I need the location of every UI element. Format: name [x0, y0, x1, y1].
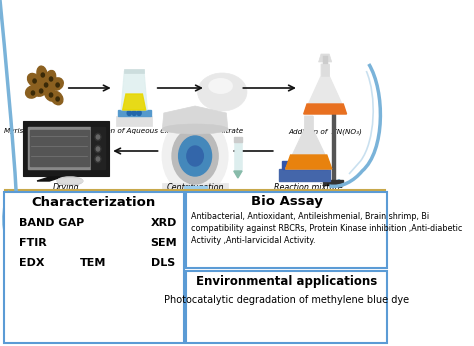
Ellipse shape	[26, 86, 38, 98]
Ellipse shape	[27, 73, 40, 86]
Text: Addition of  ZN(NO₃): Addition of ZN(NO₃)	[288, 128, 362, 135]
Circle shape	[95, 133, 101, 141]
Circle shape	[127, 110, 131, 116]
Circle shape	[33, 79, 36, 83]
Circle shape	[95, 145, 101, 153]
FancyBboxPatch shape	[4, 192, 183, 343]
Text: BAND GAP: BAND GAP	[19, 218, 84, 228]
Ellipse shape	[37, 66, 47, 82]
Polygon shape	[286, 116, 332, 169]
FancyBboxPatch shape	[124, 69, 144, 73]
Circle shape	[96, 157, 100, 161]
Circle shape	[172, 128, 218, 184]
Text: TEM: TEM	[80, 258, 106, 268]
FancyBboxPatch shape	[321, 64, 329, 76]
FancyBboxPatch shape	[23, 121, 109, 176]
FancyBboxPatch shape	[234, 137, 242, 142]
Text: Reaction mixture: Reaction mixture	[274, 183, 343, 192]
Circle shape	[162, 116, 228, 196]
Circle shape	[187, 146, 203, 166]
Circle shape	[45, 83, 48, 87]
Circle shape	[49, 77, 53, 81]
FancyBboxPatch shape	[30, 130, 89, 166]
FancyBboxPatch shape	[332, 113, 335, 181]
Text: FTIR: FTIR	[19, 238, 46, 248]
Polygon shape	[304, 64, 346, 114]
Circle shape	[49, 93, 53, 97]
Circle shape	[56, 97, 59, 101]
Circle shape	[96, 147, 100, 151]
Text: Antibacterial, Antioxidant, Antileishmenial, Brain shrimp, Bi: Antibacterial, Antioxidant, Antileishmen…	[191, 212, 429, 221]
Circle shape	[39, 89, 43, 93]
Text: EDX: EDX	[19, 258, 45, 268]
Polygon shape	[286, 155, 332, 169]
Text: Photocatalytic degradation of methylene blue dye: Photocatalytic degradation of methylene …	[164, 295, 409, 305]
Text: DLS: DLS	[151, 258, 175, 268]
Circle shape	[56, 83, 59, 87]
FancyBboxPatch shape	[305, 116, 313, 129]
Ellipse shape	[57, 176, 83, 185]
Text: Drying: Drying	[53, 183, 79, 192]
Ellipse shape	[40, 76, 50, 92]
Polygon shape	[234, 171, 242, 178]
Ellipse shape	[34, 84, 47, 96]
FancyBboxPatch shape	[28, 127, 90, 169]
Circle shape	[193, 191, 197, 195]
Circle shape	[137, 110, 141, 116]
FancyBboxPatch shape	[186, 192, 387, 268]
FancyBboxPatch shape	[283, 161, 328, 169]
Ellipse shape	[45, 87, 56, 101]
Polygon shape	[319, 54, 332, 62]
Text: Bio Assay: Bio Assay	[251, 195, 322, 208]
Ellipse shape	[162, 124, 228, 134]
FancyBboxPatch shape	[323, 56, 328, 64]
FancyBboxPatch shape	[162, 183, 228, 199]
Text: XRD: XRD	[151, 218, 177, 228]
Ellipse shape	[198, 73, 247, 111]
Ellipse shape	[50, 78, 63, 90]
Polygon shape	[123, 94, 146, 110]
Text: SEM: SEM	[151, 238, 177, 248]
Text: Zinc nitrate: Zinc nitrate	[201, 128, 243, 134]
Text: Extraction of Aqueous extracts: Extraction of Aqueous extracts	[78, 128, 190, 134]
Text: Environmental applications: Environmental applications	[196, 275, 377, 288]
FancyBboxPatch shape	[183, 186, 207, 196]
Circle shape	[132, 110, 136, 116]
Text: Centrifugation: Centrifugation	[166, 183, 224, 192]
FancyBboxPatch shape	[91, 127, 105, 169]
Circle shape	[96, 135, 100, 139]
Polygon shape	[121, 71, 147, 110]
Circle shape	[199, 191, 201, 195]
Polygon shape	[37, 177, 62, 181]
Circle shape	[41, 73, 45, 77]
FancyBboxPatch shape	[186, 271, 387, 343]
Polygon shape	[304, 104, 346, 114]
Text: Characterization: Characterization	[32, 196, 156, 209]
Circle shape	[31, 91, 35, 95]
FancyBboxPatch shape	[234, 141, 242, 171]
FancyBboxPatch shape	[323, 180, 343, 185]
FancyBboxPatch shape	[118, 110, 151, 116]
Ellipse shape	[45, 71, 55, 85]
Ellipse shape	[51, 91, 63, 105]
Circle shape	[95, 155, 101, 163]
Polygon shape	[162, 106, 228, 131]
Circle shape	[179, 136, 211, 176]
Circle shape	[189, 191, 192, 195]
FancyBboxPatch shape	[116, 116, 152, 126]
FancyBboxPatch shape	[279, 169, 330, 181]
Ellipse shape	[57, 178, 83, 184]
Text: Activity ,Anti-larvicidal Activity.: Activity ,Anti-larvicidal Activity.	[191, 236, 316, 245]
Ellipse shape	[208, 78, 233, 94]
Text: compatibility against RBCRs, Protein Kinase inhibition ,Anti-diabetic: compatibility against RBCRs, Protein Kin…	[191, 224, 462, 233]
Text: Myristica fragrans fruit: Myristica fragrans fruit	[4, 128, 87, 134]
